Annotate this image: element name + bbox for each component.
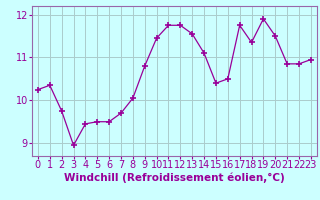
X-axis label: Windchill (Refroidissement éolien,°C): Windchill (Refroidissement éolien,°C) xyxy=(64,173,285,183)
